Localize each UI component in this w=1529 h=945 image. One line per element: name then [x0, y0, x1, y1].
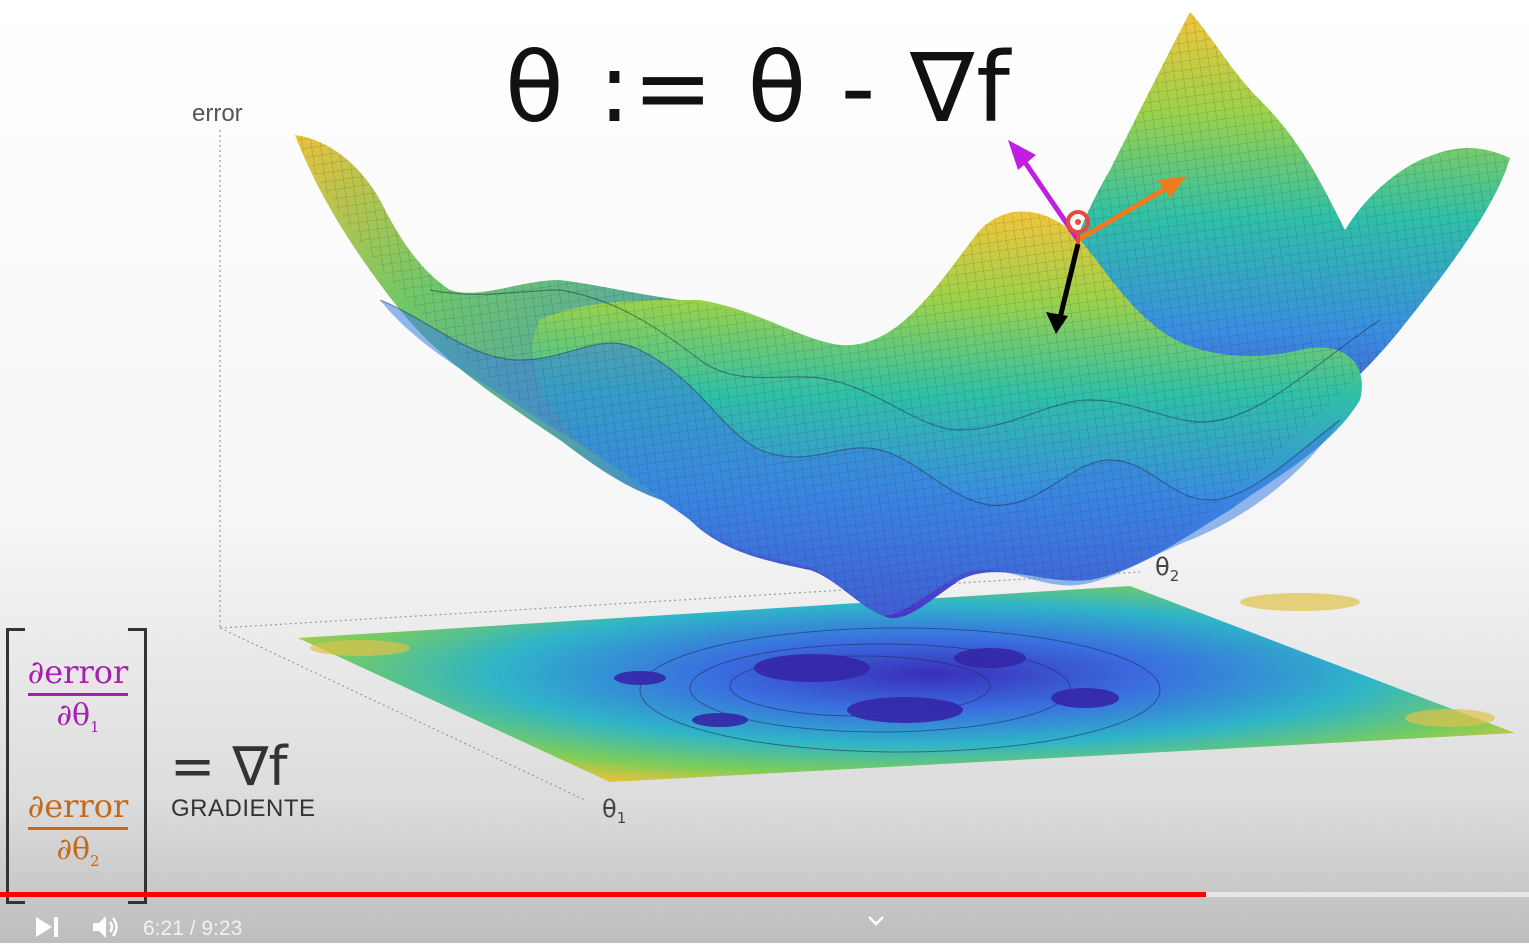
next-button[interactable]	[34, 916, 62, 938]
progress-played	[0, 892, 1207, 897]
player-controls: 6:21 / 9:23	[0, 900, 1529, 943]
theta2-axis-line	[219, 571, 1141, 629]
gradient-up-arrowhead	[1008, 140, 1036, 170]
loss-surface	[295, 12, 1510, 619]
volume-button[interactable]	[92, 914, 122, 940]
volume-icon	[93, 916, 118, 938]
chevron-down-icon	[868, 916, 884, 926]
time-display: 6:21 / 9:23	[143, 917, 243, 940]
descent-arrowhead	[1046, 312, 1068, 334]
theta1-axis-line	[219, 627, 586, 801]
axis-error-label: error	[192, 100, 243, 127]
right-bracket	[128, 628, 147, 904]
gradient-equals-nabla-f: = ∇f	[170, 735, 288, 798]
axes	[219, 130, 1141, 801]
next-icon	[36, 917, 58, 937]
descent-arrow	[1057, 243, 1081, 319]
left-bracket	[6, 628, 25, 904]
partial-derivative-theta2: ∂error ∂θ2	[27, 787, 129, 870]
side-arrow	[1076, 183, 1172, 243]
axis-theta2-label: θ2	[1155, 553, 1180, 585]
gradient-arrows	[1008, 140, 1186, 334]
gradient-vector: ∂error ∂θ1 ∂error ∂θ2	[0, 620, 160, 910]
update-rule-formula: θ := θ - ∇f	[505, 32, 1012, 144]
partial-derivative-theta1: ∂error ∂θ1	[27, 653, 129, 736]
chevron-down-button[interactable]	[866, 914, 886, 928]
axis-theta1-label: θ1	[602, 795, 627, 827]
contour-floor	[298, 586, 1515, 782]
gradient-label: GRADIENTE	[171, 795, 316, 822]
progress-bar[interactable]	[0, 892, 1529, 897]
side-arrowhead	[1158, 176, 1186, 198]
